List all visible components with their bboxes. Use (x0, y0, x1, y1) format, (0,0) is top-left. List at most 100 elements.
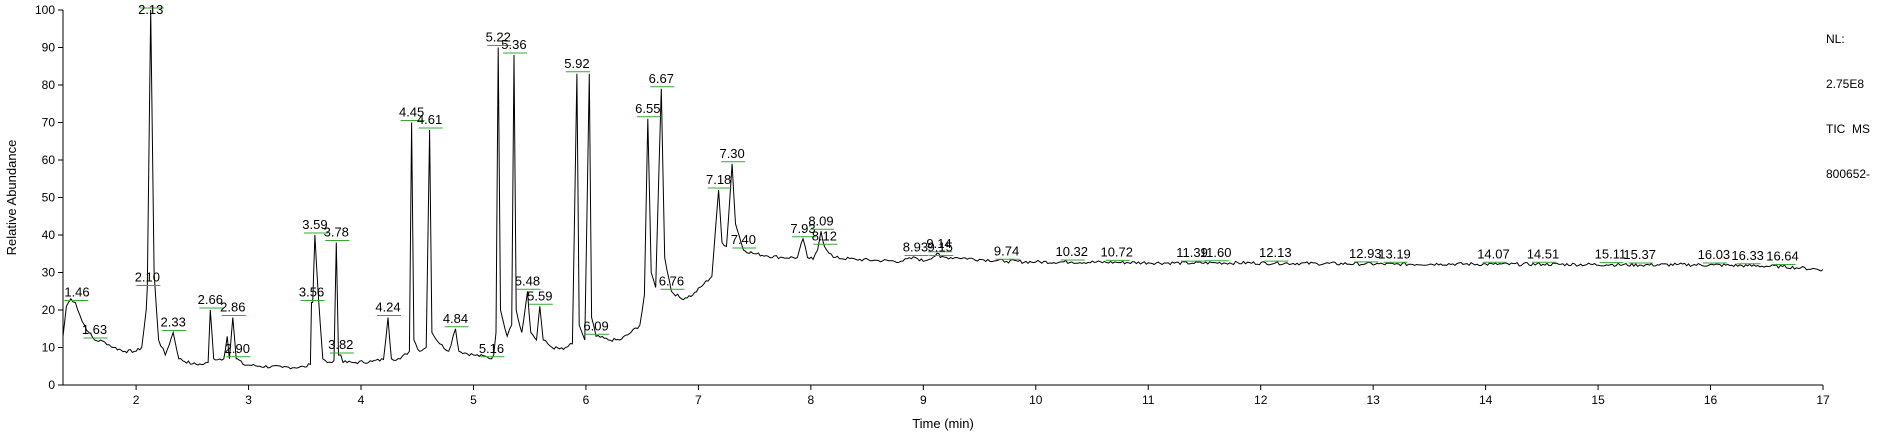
peak-label-text: 5.36 (501, 37, 526, 52)
x-tick-label: 3 (245, 393, 252, 407)
peak-label: 12.13 (1259, 245, 1292, 262)
peak-label: 5.36 (501, 37, 527, 54)
tic-trace-line (62, 9, 1824, 370)
peak-label-text: 4.84 (443, 311, 468, 326)
peak-label: 3.59 (302, 217, 328, 234)
peak-label: 9.14 (926, 236, 953, 253)
info-line-nl: NL: (1826, 32, 1845, 46)
y-tick-label: 10 (42, 341, 56, 355)
x-tick-label: 4 (358, 393, 365, 407)
peak-label: 8.09 (808, 213, 834, 230)
peak-label: 6.67 (649, 71, 675, 88)
peak-label-text: 2.66 (198, 292, 223, 307)
y-axis-ticks: 0 10 20 30 40 50 60 70 80 90 100 (35, 3, 63, 392)
y-tick-label: 0 (48, 378, 55, 392)
x-tick-label: 6 (583, 393, 590, 407)
peak-label: 13.19 (1378, 246, 1411, 263)
peak-label-text: 8.12 (812, 228, 837, 243)
peak-label-text: 3.59 (302, 217, 327, 232)
peak-label: 5.22 (486, 30, 512, 46)
axes (62, 10, 1823, 386)
y-tick-label: 40 (42, 228, 56, 242)
y-tick-label: 50 (42, 191, 56, 205)
peak-label-text: 14.51 (1527, 246, 1560, 261)
peak-label: 3.78 (324, 225, 350, 241)
peak-label: 1.63 (82, 322, 108, 339)
peak-label-text: 4.24 (375, 300, 400, 315)
peak-label-text: 2.90 (225, 341, 250, 356)
x-axis-title: Time (min) (912, 416, 974, 431)
peak-label: 10.32 (1055, 244, 1088, 261)
peak-label: 10.72 (1100, 244, 1133, 261)
peak-label: 7.93 (790, 221, 816, 238)
peak-label-text: 7.93 (790, 221, 815, 236)
peak-label-text: 15.11 (1595, 247, 1627, 262)
peak-label-text: 13.19 (1378, 246, 1411, 261)
peak-label: 2.13 (138, 2, 164, 17)
x-tick-label: 12 (1254, 393, 1268, 407)
peak-label-text: 6.76 (659, 273, 684, 288)
x-tick-label: 16 (1704, 393, 1718, 407)
peak-label-text: 12.13 (1259, 245, 1292, 260)
peak-label: 6.09 (583, 318, 610, 335)
peak-label-text: 8.09 (808, 213, 833, 228)
peak-label-text: 2.33 (161, 315, 186, 330)
peak-label: 15.37 (1623, 247, 1656, 264)
peak-label-text: 9.74 (994, 243, 1019, 258)
peak-label: 3.82 (328, 337, 354, 354)
peak-label-text: 3.56 (299, 285, 324, 300)
peak-label-text: 6.67 (649, 71, 674, 86)
x-tick-label: 9 (920, 393, 927, 407)
peak-label-text: 5.16 (479, 341, 504, 356)
peak-label: 16.64 (1766, 249, 1799, 265)
peak-label-text: 6.55 (635, 101, 660, 116)
peak-label-text: 6.09 (583, 318, 608, 333)
y-axis-title: Relative Abundance (4, 140, 19, 256)
peak-label: 9.15 (928, 240, 954, 256)
peak-label: 2.33 (161, 315, 187, 331)
peak-label: 6.55 (635, 101, 661, 118)
peak-label-text: 7.40 (731, 232, 756, 247)
x-tick-label: 14 (1479, 393, 1493, 407)
peak-label-text: 11.60 (1200, 245, 1232, 260)
peak-label: 7.40 (731, 232, 757, 249)
peak-label-text: 9.15 (928, 240, 953, 255)
info-line-sample-id: 800652- (1826, 167, 1871, 181)
y-tick-label: 80 (42, 78, 56, 92)
y-tick-label: 70 (42, 116, 56, 130)
x-tick-label: 2 (133, 393, 140, 407)
peak-label: 2.66 (198, 292, 224, 309)
peak-label-text: 5.92 (564, 56, 589, 71)
peak-label: 16.33 (1731, 248, 1764, 265)
peak-label-text: 16.33 (1731, 248, 1764, 263)
peak-label-text: 3.82 (328, 337, 353, 352)
peak-label: 2.90 (225, 341, 251, 358)
peak-label-text: 8.93 (903, 240, 928, 255)
peak-label: 5.48 (515, 273, 541, 290)
peak-label-text: 7.18 (706, 172, 731, 187)
peak-label-text: 10.72 (1100, 244, 1133, 259)
peak-label: 2.86 (220, 300, 246, 316)
peak-label: 3.56 (299, 285, 325, 301)
peak-label-text: 12.93 (1349, 246, 1382, 261)
peak-label: 14.07 (1477, 246, 1510, 263)
peak-label: 7.18 (706, 172, 732, 189)
x-tick-label: 5 (470, 393, 477, 407)
peak-label: 8.93 (903, 240, 929, 256)
peak-label-text: 3.78 (324, 225, 349, 240)
y-tick-label: 90 (42, 41, 56, 55)
peak-label: 4.61 (417, 112, 443, 129)
peak-label-text: 1.63 (82, 322, 107, 337)
y-tick-label: 20 (42, 303, 56, 317)
peak-label-text: 16.03 (1698, 247, 1731, 262)
peak-label-text: 4.45 (399, 105, 424, 120)
x-tick-label: 8 (808, 393, 815, 407)
peak-label: 5.16 (479, 341, 505, 358)
peak-label-text: 10.32 (1055, 244, 1088, 259)
peak-label: 4.84 (443, 311, 469, 328)
peak-label-text: 2.10 (135, 270, 160, 285)
peak-label: 11.39 (1176, 245, 1208, 262)
peak-label: 4.45 (399, 105, 425, 121)
peak-label-text: 2.86 (220, 300, 245, 315)
